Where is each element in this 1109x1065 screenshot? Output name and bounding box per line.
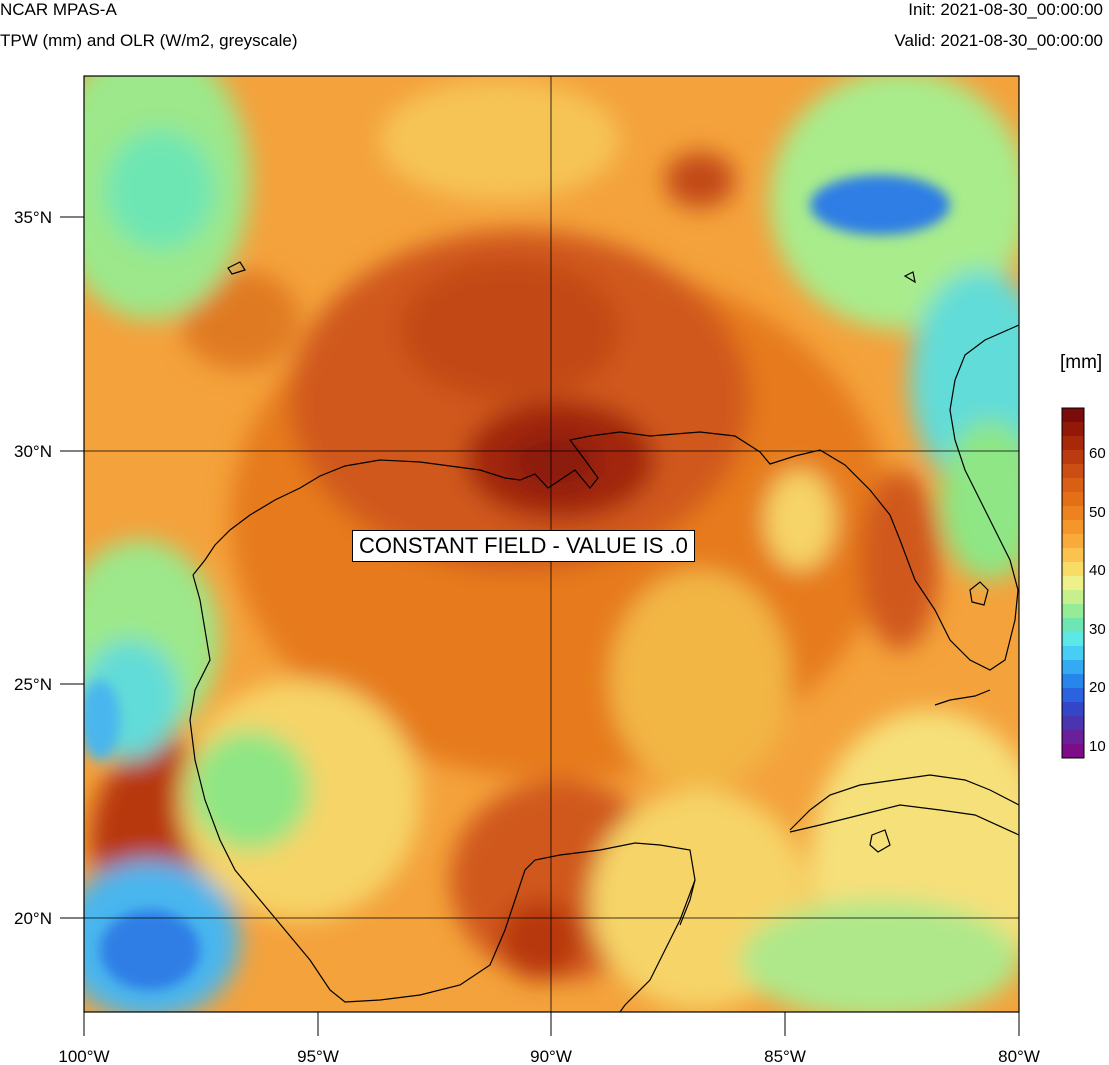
colorbar-swatch — [1062, 520, 1084, 535]
colorbar-label-50: 50 — [1089, 504, 1106, 521]
colorbar-swatch — [1062, 604, 1084, 619]
colorbar-swatch — [1062, 660, 1084, 675]
colorbar-units: [mm] — [1060, 352, 1103, 373]
colorbar — [1061, 407, 1085, 759]
colorbar-swatch — [1062, 534, 1084, 549]
colorbar-swatch — [1062, 632, 1084, 647]
isla-juventud-coastline — [869, 829, 891, 853]
colorbar-frame — [1061, 407, 1085, 759]
colorbar-swatch — [1062, 646, 1084, 661]
florida-keys-coastline — [934, 689, 991, 706]
colorbar-swatch — [1062, 422, 1084, 437]
colorbar-swatch — [1062, 478, 1084, 493]
colorbar-swatch — [1062, 590, 1084, 605]
lon-label-90w: 90°W — [530, 1047, 572, 1065]
colorbar-swatch — [1062, 450, 1084, 465]
field-subtitle: TPW (mm) and OLR (W/m2, greyscale) — [0, 31, 298, 50]
lon-label-85w: 85°W — [764, 1047, 806, 1065]
tpw-field — [84, 76, 1019, 1012]
inland-lake-ms-coastline — [227, 261, 246, 275]
lake-okeechobee-coastline — [969, 581, 989, 606]
lon-label-80w: 80°W — [998, 1047, 1040, 1065]
mexico-coastline — [189, 574, 696, 1012]
lat-label-20n: 20°N — [14, 909, 52, 928]
colorbar-label-10: 10 — [1089, 738, 1106, 755]
axis-ticks — [60, 216, 1020, 1036]
colorbar-swatch — [1062, 492, 1084, 507]
cuba-south-coastline — [789, 804, 1019, 836]
colorbar-swatch — [1062, 730, 1084, 745]
lat-label-30n: 30°N — [14, 442, 52, 461]
colorbar-swatch — [1062, 408, 1084, 423]
us-gulf-coastline — [192, 324, 1019, 671]
colorbar-label-20: 20 — [1089, 679, 1106, 696]
colorbar-swatch — [1062, 576, 1084, 591]
model-title: NCAR MPAS-A — [0, 0, 117, 19]
init-time: Init: 2021-08-30_00:00:00 — [908, 0, 1103, 19]
colorbar-swatch — [1062, 674, 1084, 689]
colorbar-swatch — [1062, 618, 1084, 633]
colorbar-swatch — [1062, 436, 1084, 451]
yucatan-east-coastline — [679, 879, 696, 926]
colorbar-swatch — [1062, 702, 1084, 717]
colorbar-swatch — [1062, 562, 1084, 577]
colorbar-swatch — [1062, 716, 1084, 731]
constant-field-message: CONSTANT FIELD - VALUE IS .0 — [352, 530, 695, 562]
colorbar-label-40: 40 — [1089, 562, 1106, 579]
lat-label-35n: 35°N — [14, 208, 52, 227]
colorbar-swatch — [1062, 744, 1084, 759]
colorbar-label-60: 60 — [1089, 445, 1106, 462]
colorbar-swatch — [1062, 506, 1084, 521]
inland-lake-tn-coastline — [903, 271, 916, 284]
cuba-coastline — [789, 774, 1019, 831]
colorbar-label-30: 30 — [1089, 621, 1106, 638]
valid-time: Valid: 2021-08-30_00:00:00 — [894, 31, 1103, 50]
colorbar-swatch — [1062, 464, 1084, 479]
colorbar-swatch — [1062, 688, 1084, 703]
lon-label-100w: 100°W — [58, 1047, 109, 1065]
coastlines — [189, 261, 1019, 1012]
colorbar-swatch — [1062, 548, 1084, 563]
lat-label-25n: 25°N — [14, 675, 52, 694]
lon-label-95w: 95°W — [297, 1047, 339, 1065]
